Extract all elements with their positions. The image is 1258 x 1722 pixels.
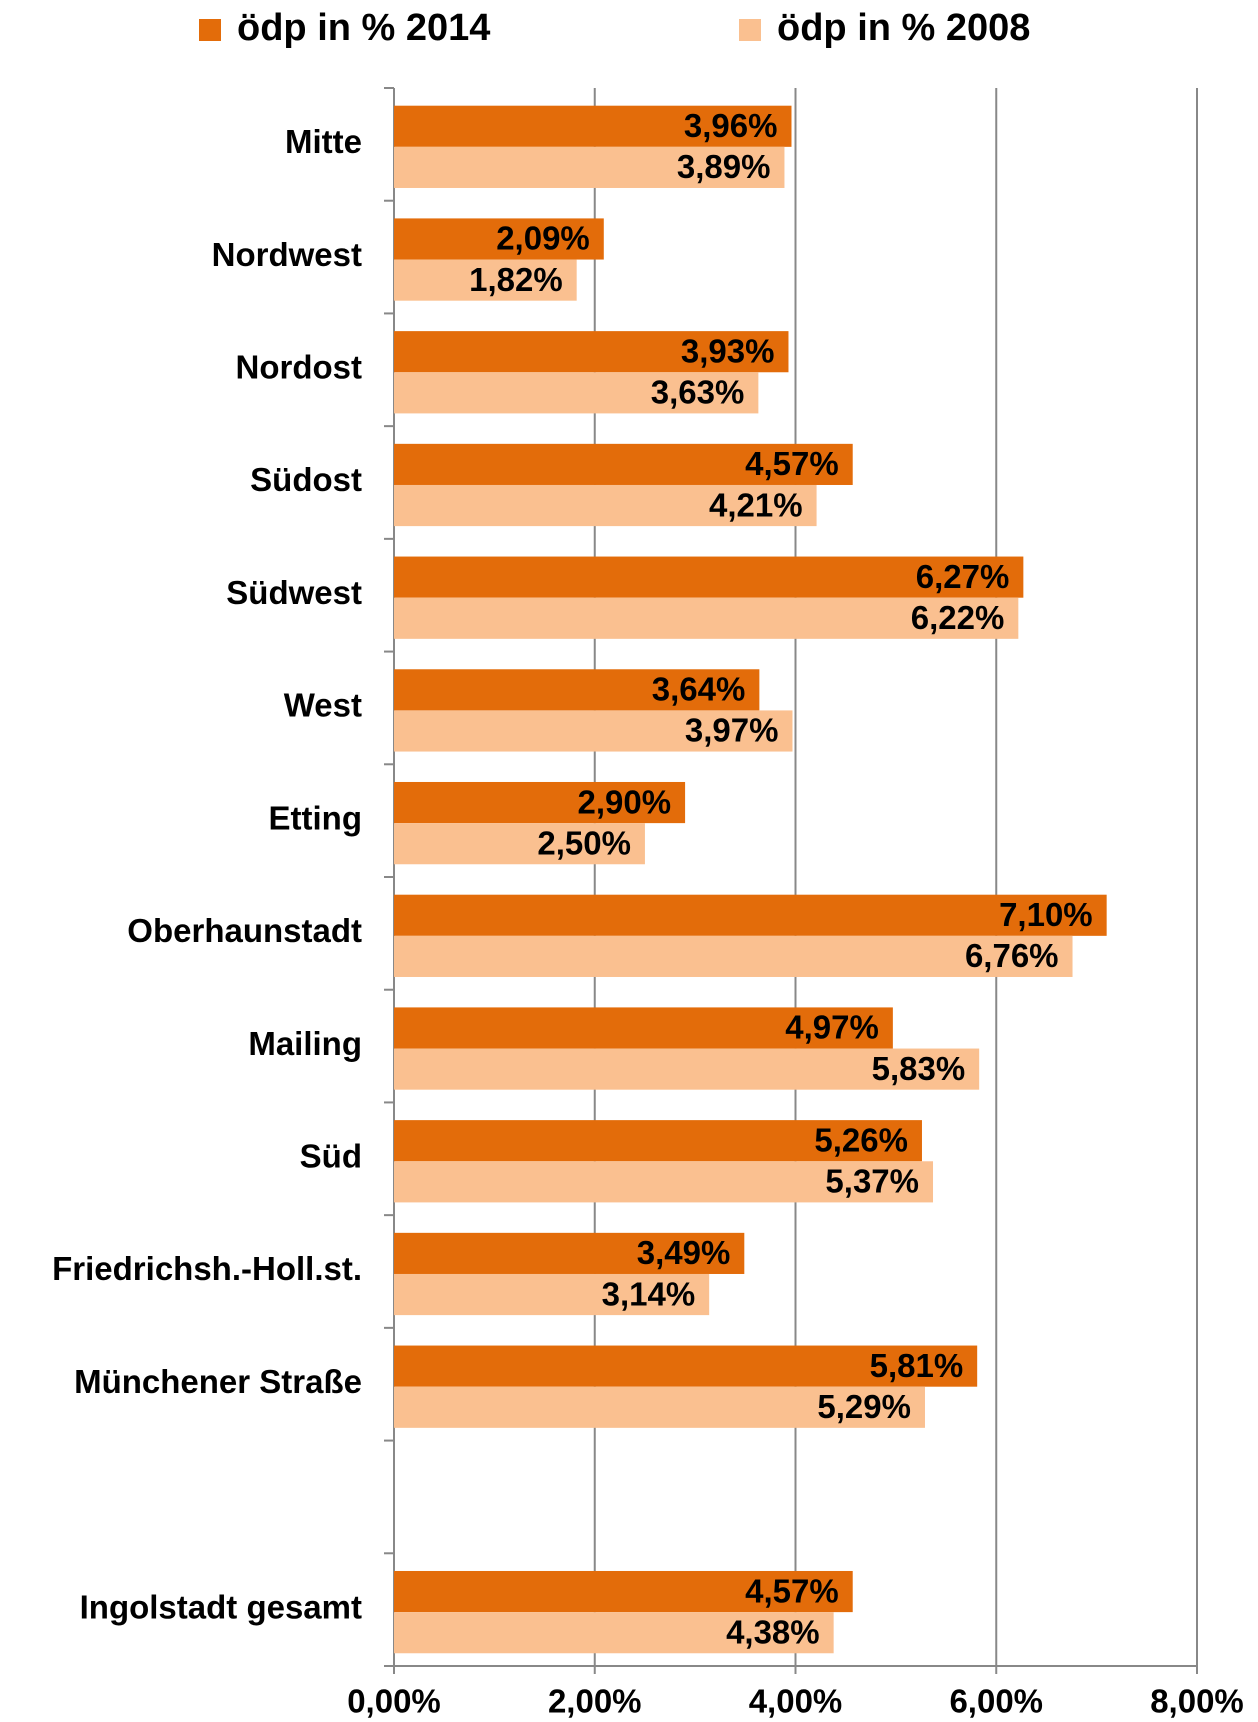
- y-tick-label: Nordwest: [212, 236, 362, 273]
- y-tick-label: Ingolstadt gesamt: [80, 1588, 362, 1625]
- data-label: 6,22%: [911, 599, 1005, 636]
- bar: [394, 781, 686, 824]
- data-label: 3,63%: [651, 374, 745, 411]
- data-label: 3,49%: [637, 1234, 731, 1271]
- y-tick-label: Friedrichsh.-Holl.st.: [52, 1250, 362, 1287]
- data-label: 3,96%: [684, 107, 778, 144]
- bar: [394, 484, 817, 527]
- bar: [394, 259, 577, 301]
- bar: [394, 443, 853, 485]
- bar: [394, 1386, 925, 1428]
- legend-swatch: [199, 19, 221, 41]
- bar: [394, 331, 789, 373]
- data-label: 3,89%: [677, 148, 771, 185]
- bar: [394, 894, 1107, 936]
- data-label: 3,93%: [681, 332, 775, 369]
- y-tick-label: Mailing: [248, 1025, 362, 1062]
- data-label: 4,57%: [745, 445, 839, 482]
- bar: [394, 935, 1073, 977]
- x-tick-label: 4,00%: [749, 1683, 843, 1720]
- bar: [394, 710, 793, 752]
- x-tick-label: 6,00%: [949, 1683, 1043, 1720]
- data-label: 7,10%: [999, 896, 1093, 933]
- bar: [394, 372, 759, 414]
- x-tick-label: 2,00%: [548, 1683, 642, 1720]
- y-tick-label: Münchener Straße: [74, 1363, 362, 1400]
- data-label: 5,83%: [872, 1050, 966, 1087]
- bar: [394, 105, 792, 147]
- bar: [394, 1232, 745, 1274]
- data-label: 6,27%: [916, 558, 1010, 595]
- x-tick-label: 8,00%: [1150, 1683, 1244, 1720]
- x-tick-label: 0,00%: [347, 1683, 441, 1720]
- data-label: 4,97%: [785, 1009, 879, 1046]
- data-label: 5,81%: [870, 1347, 964, 1384]
- bar: [394, 1273, 710, 1316]
- data-label: 4,57%: [745, 1572, 839, 1609]
- y-tick-label: Etting: [269, 799, 362, 836]
- bar: [394, 823, 645, 865]
- data-label: 2,90%: [578, 783, 672, 820]
- y-tick-label: Oberhaunstadt: [127, 912, 362, 949]
- legend-label: ödp in % 2008: [777, 7, 1030, 49]
- bar: [394, 1048, 980, 1090]
- data-label: 2,09%: [496, 220, 590, 257]
- data-label: 3,64%: [652, 671, 746, 708]
- data-label: 5,37%: [825, 1163, 919, 1200]
- y-tick-label: Südost: [250, 461, 362, 498]
- bar: [394, 597, 1019, 639]
- data-label: 2,50%: [537, 824, 631, 861]
- y-tick-label: Südwest: [226, 574, 362, 611]
- bar: [394, 669, 760, 711]
- y-tick-label: West: [284, 687, 362, 724]
- y-tick-label: Süd: [300, 1138, 362, 1175]
- y-tick-label: Nordost: [236, 349, 363, 386]
- data-label: 4,21%: [709, 486, 803, 523]
- legend-label: ödp in % 2014: [237, 7, 490, 49]
- y-tick-label: Mitte: [285, 123, 362, 160]
- bar: [394, 218, 604, 260]
- data-label: 6,76%: [965, 937, 1059, 974]
- data-label: 5,29%: [817, 1388, 911, 1425]
- data-label: 3,14%: [602, 1275, 696, 1312]
- bar: [394, 1612, 834, 1654]
- data-label: 4,38%: [726, 1613, 820, 1650]
- data-label: 1,82%: [469, 261, 563, 298]
- data-label: 5,26%: [814, 1121, 908, 1158]
- bar: [394, 556, 1024, 598]
- bar: [394, 1120, 922, 1162]
- bar: [394, 1161, 934, 1203]
- data-label: 3,97%: [685, 712, 779, 749]
- bar: [394, 1345, 978, 1387]
- bar: [394, 1007, 893, 1049]
- bar: [394, 1570, 853, 1613]
- bar: [394, 146, 785, 188]
- legend-swatch: [739, 19, 761, 41]
